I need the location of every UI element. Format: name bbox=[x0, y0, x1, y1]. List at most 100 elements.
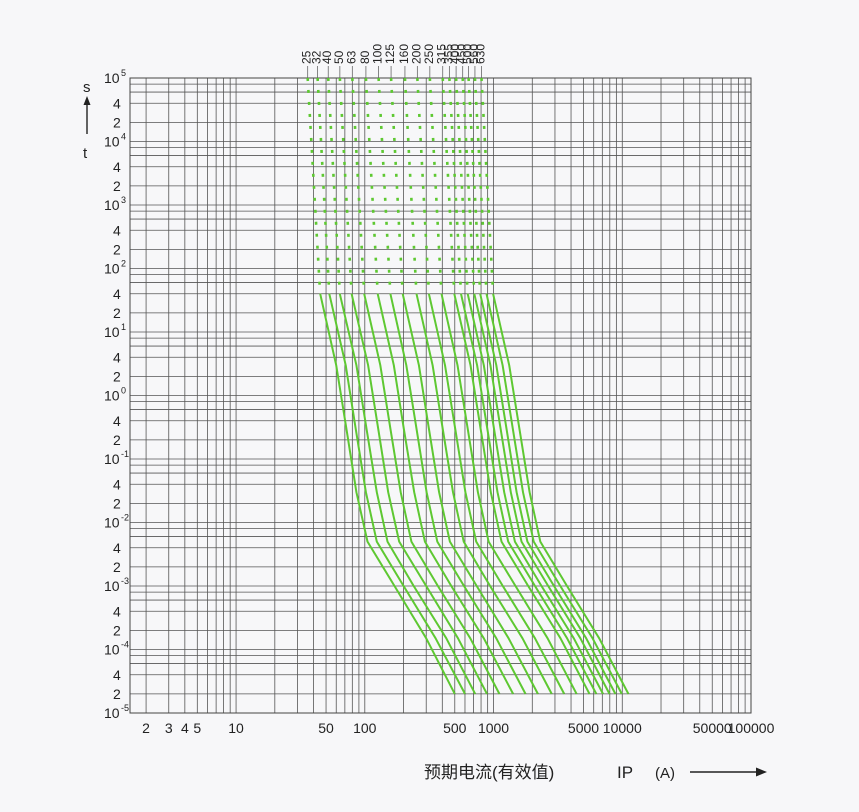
series-curve bbox=[328, 293, 466, 695]
series-curve bbox=[473, 293, 611, 695]
series-curve bbox=[453, 293, 591, 695]
x-axis-unit: (A) bbox=[655, 765, 675, 782]
y-tick-exponent: -1 bbox=[121, 449, 129, 459]
y-tick-label: 4 bbox=[113, 667, 121, 683]
series-curve-dotted bbox=[364, 77, 380, 294]
y-tick-label: 2 bbox=[113, 114, 121, 130]
x-tick-label: 5000 bbox=[568, 720, 599, 736]
series-curve-dotted bbox=[389, 77, 405, 294]
x-tick-label: 50000 bbox=[693, 720, 732, 736]
x-tick-label: 1000 bbox=[478, 720, 509, 736]
series-curve bbox=[485, 293, 623, 695]
y-tick-label: 2 bbox=[113, 178, 121, 194]
x-tick-label: 500 bbox=[443, 720, 467, 736]
y-tick-exponent: -2 bbox=[121, 513, 129, 523]
series-curve-dotted bbox=[416, 77, 431, 294]
series-curve-dotted bbox=[338, 77, 353, 294]
series-label: 40 bbox=[320, 50, 334, 64]
series-curve-dotted bbox=[448, 77, 463, 294]
series-curve bbox=[492, 293, 630, 695]
series-curve bbox=[338, 293, 477, 695]
series-curve-dotted bbox=[480, 77, 495, 294]
series-label: 32 bbox=[310, 50, 324, 64]
y-tick-label: 10 bbox=[104, 515, 120, 531]
y-tick-label: 4 bbox=[113, 603, 121, 619]
series-curve-dotted bbox=[467, 77, 482, 294]
series-curves bbox=[306, 77, 630, 695]
series-label: 250 bbox=[422, 44, 436, 64]
series-label: 100 bbox=[371, 44, 385, 64]
y-tick-label: 4 bbox=[113, 222, 121, 238]
series-label: 450 bbox=[455, 44, 469, 64]
series-curve-dotted bbox=[454, 77, 469, 294]
series-curve bbox=[479, 293, 617, 695]
y-axis-unit: s bbox=[83, 79, 91, 96]
x-tick-label: 100 bbox=[353, 720, 377, 736]
series-label: 80 bbox=[358, 50, 372, 64]
y-tick-label: 10 bbox=[104, 451, 120, 467]
y-tick-label: 10 bbox=[104, 70, 120, 86]
y-tick-label: 2 bbox=[113, 305, 121, 321]
y-tick-label: 10 bbox=[104, 642, 120, 658]
x-tick-label: 100000 bbox=[728, 720, 775, 736]
series-curve-dotted bbox=[351, 77, 366, 294]
y-tick-label: 10 bbox=[104, 388, 120, 404]
series-label: 200 bbox=[409, 44, 423, 64]
series-curve-dotted bbox=[326, 77, 342, 294]
y-axis-symbol: t bbox=[83, 145, 88, 162]
y-tick-exponent: 0 bbox=[121, 386, 126, 396]
series-label: 160 bbox=[397, 44, 411, 64]
series-label: 500 bbox=[461, 44, 475, 64]
y-axis-arrow bbox=[83, 96, 91, 134]
series-curve bbox=[401, 293, 539, 695]
y-tick-exponent: 5 bbox=[121, 68, 126, 78]
y-tick-label: 10 bbox=[104, 134, 120, 150]
y-tick-label: 10 bbox=[104, 578, 120, 594]
y-tick-label: 10 bbox=[104, 705, 120, 721]
y-tick-exponent: -3 bbox=[121, 576, 129, 586]
y-tick-label: 2 bbox=[113, 686, 121, 702]
series-curve bbox=[460, 293, 598, 695]
series-curve bbox=[376, 293, 514, 695]
x-axis-arrow bbox=[690, 767, 767, 777]
series-label: 630 bbox=[473, 44, 487, 64]
x-tick-label: 3 bbox=[165, 720, 173, 736]
y-tick-exponent: -4 bbox=[121, 640, 129, 650]
x-tick-label: 2 bbox=[142, 720, 150, 736]
series-curve-dotted bbox=[306, 77, 322, 294]
series-label: 50 bbox=[332, 50, 346, 64]
y-tick-label: 2 bbox=[113, 241, 121, 257]
y-tick-exponent: 2 bbox=[121, 259, 126, 269]
x-axis-symbol: IP bbox=[617, 763, 633, 782]
series-curve-dotted bbox=[461, 77, 476, 294]
series-curve bbox=[427, 293, 566, 695]
x-axis-label: 预期电流(有效值) bbox=[424, 763, 554, 782]
x-tick-label: 4 bbox=[181, 720, 189, 736]
y-tick-label: 2 bbox=[113, 432, 121, 448]
series-curve bbox=[350, 293, 488, 695]
y-tick-label: 2 bbox=[113, 559, 121, 575]
y-tick-exponent: -5 bbox=[121, 703, 129, 713]
series-curve bbox=[319, 293, 456, 695]
y-tick-label: 10 bbox=[104, 197, 120, 213]
series-label: 400 bbox=[448, 44, 462, 64]
plot-frame bbox=[129, 77, 752, 714]
series-curve-dotted bbox=[428, 77, 443, 294]
y-tick-label: 4 bbox=[113, 95, 121, 111]
y-tick-label: 2 bbox=[113, 622, 121, 638]
series-curve-dotted bbox=[377, 77, 392, 294]
y-tick-label: 2 bbox=[113, 368, 121, 384]
y-tick-label: 4 bbox=[113, 159, 121, 175]
y-tick-label: 10 bbox=[104, 261, 120, 277]
y-tick-label: 10 bbox=[104, 324, 120, 340]
series-curve-dotted bbox=[473, 77, 488, 294]
series-label: 125 bbox=[383, 44, 397, 64]
y-tick-label: 4 bbox=[113, 413, 121, 429]
y-tick-label: 4 bbox=[113, 540, 121, 556]
series-curve-dotted bbox=[316, 77, 331, 294]
